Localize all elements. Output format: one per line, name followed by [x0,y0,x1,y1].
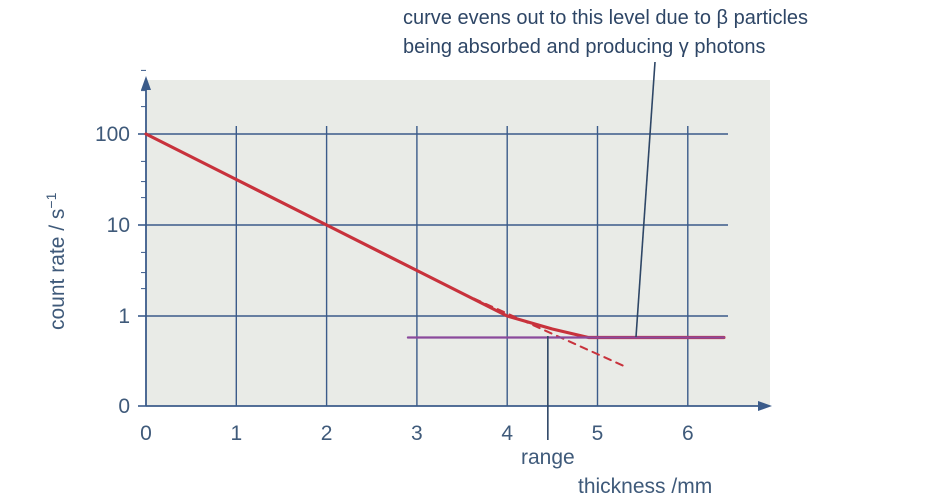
series-group [144,132,726,368]
y-tick-label-100: 100 [95,123,130,146]
x-tick-label-2: 2 [321,422,333,445]
y-axis-arrow [141,76,151,90]
x-tick-label-3: 3 [411,422,423,445]
x-tick-label-5: 5 [592,422,604,445]
y-axis-label-superscript: −1 [43,192,59,208]
x-tick-label-1: 1 [230,422,242,445]
x-axis-label: thickness /mm [578,475,712,498]
annotation-line-1: curve evens out to this level due to β p… [403,7,808,29]
series-line-1 [461,292,626,368]
axes [138,69,772,411]
annotation-pointer [635,61,656,338]
y-axis-label: count rate / s−1 [43,192,69,330]
x-axis-arrow [758,401,772,411]
x-tick-label-0: 0 [140,422,152,445]
range-label: range [521,446,575,469]
x-tick-label-6: 6 [682,422,694,445]
x-tick-label-4: 4 [501,422,513,445]
y-tick-label-10: 10 [107,214,130,237]
y-axis-label-text: count rate / s [46,209,69,330]
annotation-line-2: being absorbed and producing γ photons [403,36,766,58]
plot-background [146,80,770,406]
y-tick-label-1: 1 [118,305,130,328]
tick-labels: 0 1 2 3 4 5 6 0 1 10 100 [95,123,694,445]
y-tick-label-0: 0 [118,395,130,418]
grid [146,126,728,406]
